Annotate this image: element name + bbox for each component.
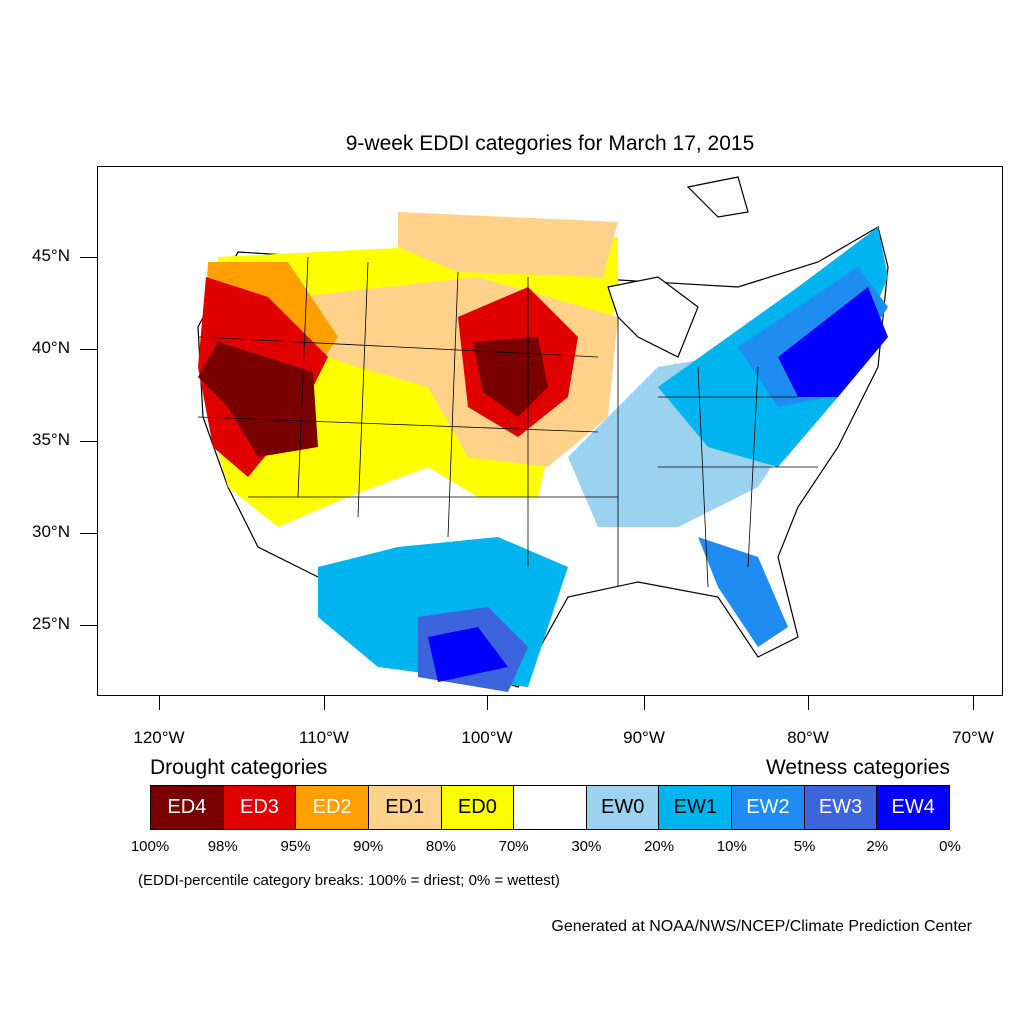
lon-tick	[324, 696, 325, 710]
category-legend: ED4 ED3 ED2 ED1 ED0 EW0 EW1 EW2 EW3 EW4	[150, 785, 950, 830]
lon-label-100: 100°W	[461, 728, 513, 747]
coastline-canada	[686, 176, 749, 218]
coastline-great-lakes	[607, 276, 699, 358]
lat-tick	[80, 349, 97, 350]
legend-break-label: 5%	[793, 838, 816, 855]
lon-tick	[808, 696, 809, 710]
lat-label-25: 25°N	[32, 614, 70, 633]
legend-swatch-ed1: ED1	[368, 786, 442, 829]
lon-tick	[159, 696, 160, 710]
ed4-region-plains	[473, 337, 548, 417]
legend-break-label: 30%	[571, 838, 602, 855]
legend-break-label: 80%	[425, 838, 456, 855]
legend-break-label: 20%	[644, 838, 675, 855]
legend-break-label: 10%	[716, 838, 747, 855]
legend-break-label: 2%	[866, 838, 889, 855]
lon-label-120: 120°W	[133, 728, 185, 747]
ew2-region-florida	[698, 537, 788, 647]
eddi-map	[97, 166, 1003, 696]
legend-break-label: 0%	[939, 838, 961, 855]
legend-break-label: 100%	[130, 838, 170, 855]
credit-line: Generated at NOAA/NWS/NCEP/Climate Predi…	[551, 918, 972, 935]
lon-tick	[973, 696, 974, 710]
legend-break-label: 98%	[207, 838, 238, 855]
legend-swatch-ed3: ED3	[223, 786, 297, 829]
lat-label-45: 45°N	[32, 246, 70, 265]
legend-swatch-ew3: EW3	[804, 786, 878, 829]
lat-tick	[80, 257, 97, 258]
wetness-categories-heading: Wetness categories	[765, 756, 950, 779]
lon-tick	[487, 696, 488, 710]
lon-label-110: 110°W	[299, 728, 349, 747]
lon-label-70: 70°W	[952, 728, 994, 747]
legend-break-label: 90%	[353, 838, 384, 855]
legend-break-label: 95%	[280, 838, 311, 855]
drought-categories-heading: Drought categories	[150, 756, 328, 779]
legend-swatch-neutral	[514, 786, 587, 829]
legend-swatch-ed2: ED2	[296, 786, 369, 829]
ed4-region-west	[198, 342, 318, 457]
legend-note: (EDDI-percentile category breaks: 100% =…	[138, 872, 560, 889]
map-svg	[197, 176, 889, 692]
legend-swatch-ed0: ED0	[441, 786, 515, 829]
legend-swatch-ed4: ED4	[151, 786, 224, 829]
lat-label-35: 35°N	[32, 430, 70, 449]
legend-swatch-ew2: EW2	[732, 786, 805, 829]
lat-tick	[80, 625, 97, 626]
lon-label-80: 80°W	[787, 728, 829, 747]
lat-tick	[80, 441, 97, 442]
state-boundaries	[197, 256, 818, 588]
lat-tick	[80, 533, 97, 534]
ed1-region-north	[398, 212, 618, 277]
lat-label-40: 40°N	[32, 338, 70, 357]
legend-swatch-ew4: EW4	[877, 786, 950, 829]
lon-tick	[644, 696, 645, 710]
ew4-region-northeast	[778, 287, 888, 397]
lon-label-90: 90°W	[623, 728, 665, 747]
map-title: 9-week EDDI categories for March 17, 201…	[345, 132, 755, 155]
ew4-region-south	[428, 627, 508, 682]
legend-swatch-ew0: EW0	[586, 786, 660, 829]
lat-label-30: 30°N	[32, 522, 70, 541]
legend-break-label: 70%	[498, 838, 529, 855]
legend-swatch-ew1: EW1	[659, 786, 733, 829]
